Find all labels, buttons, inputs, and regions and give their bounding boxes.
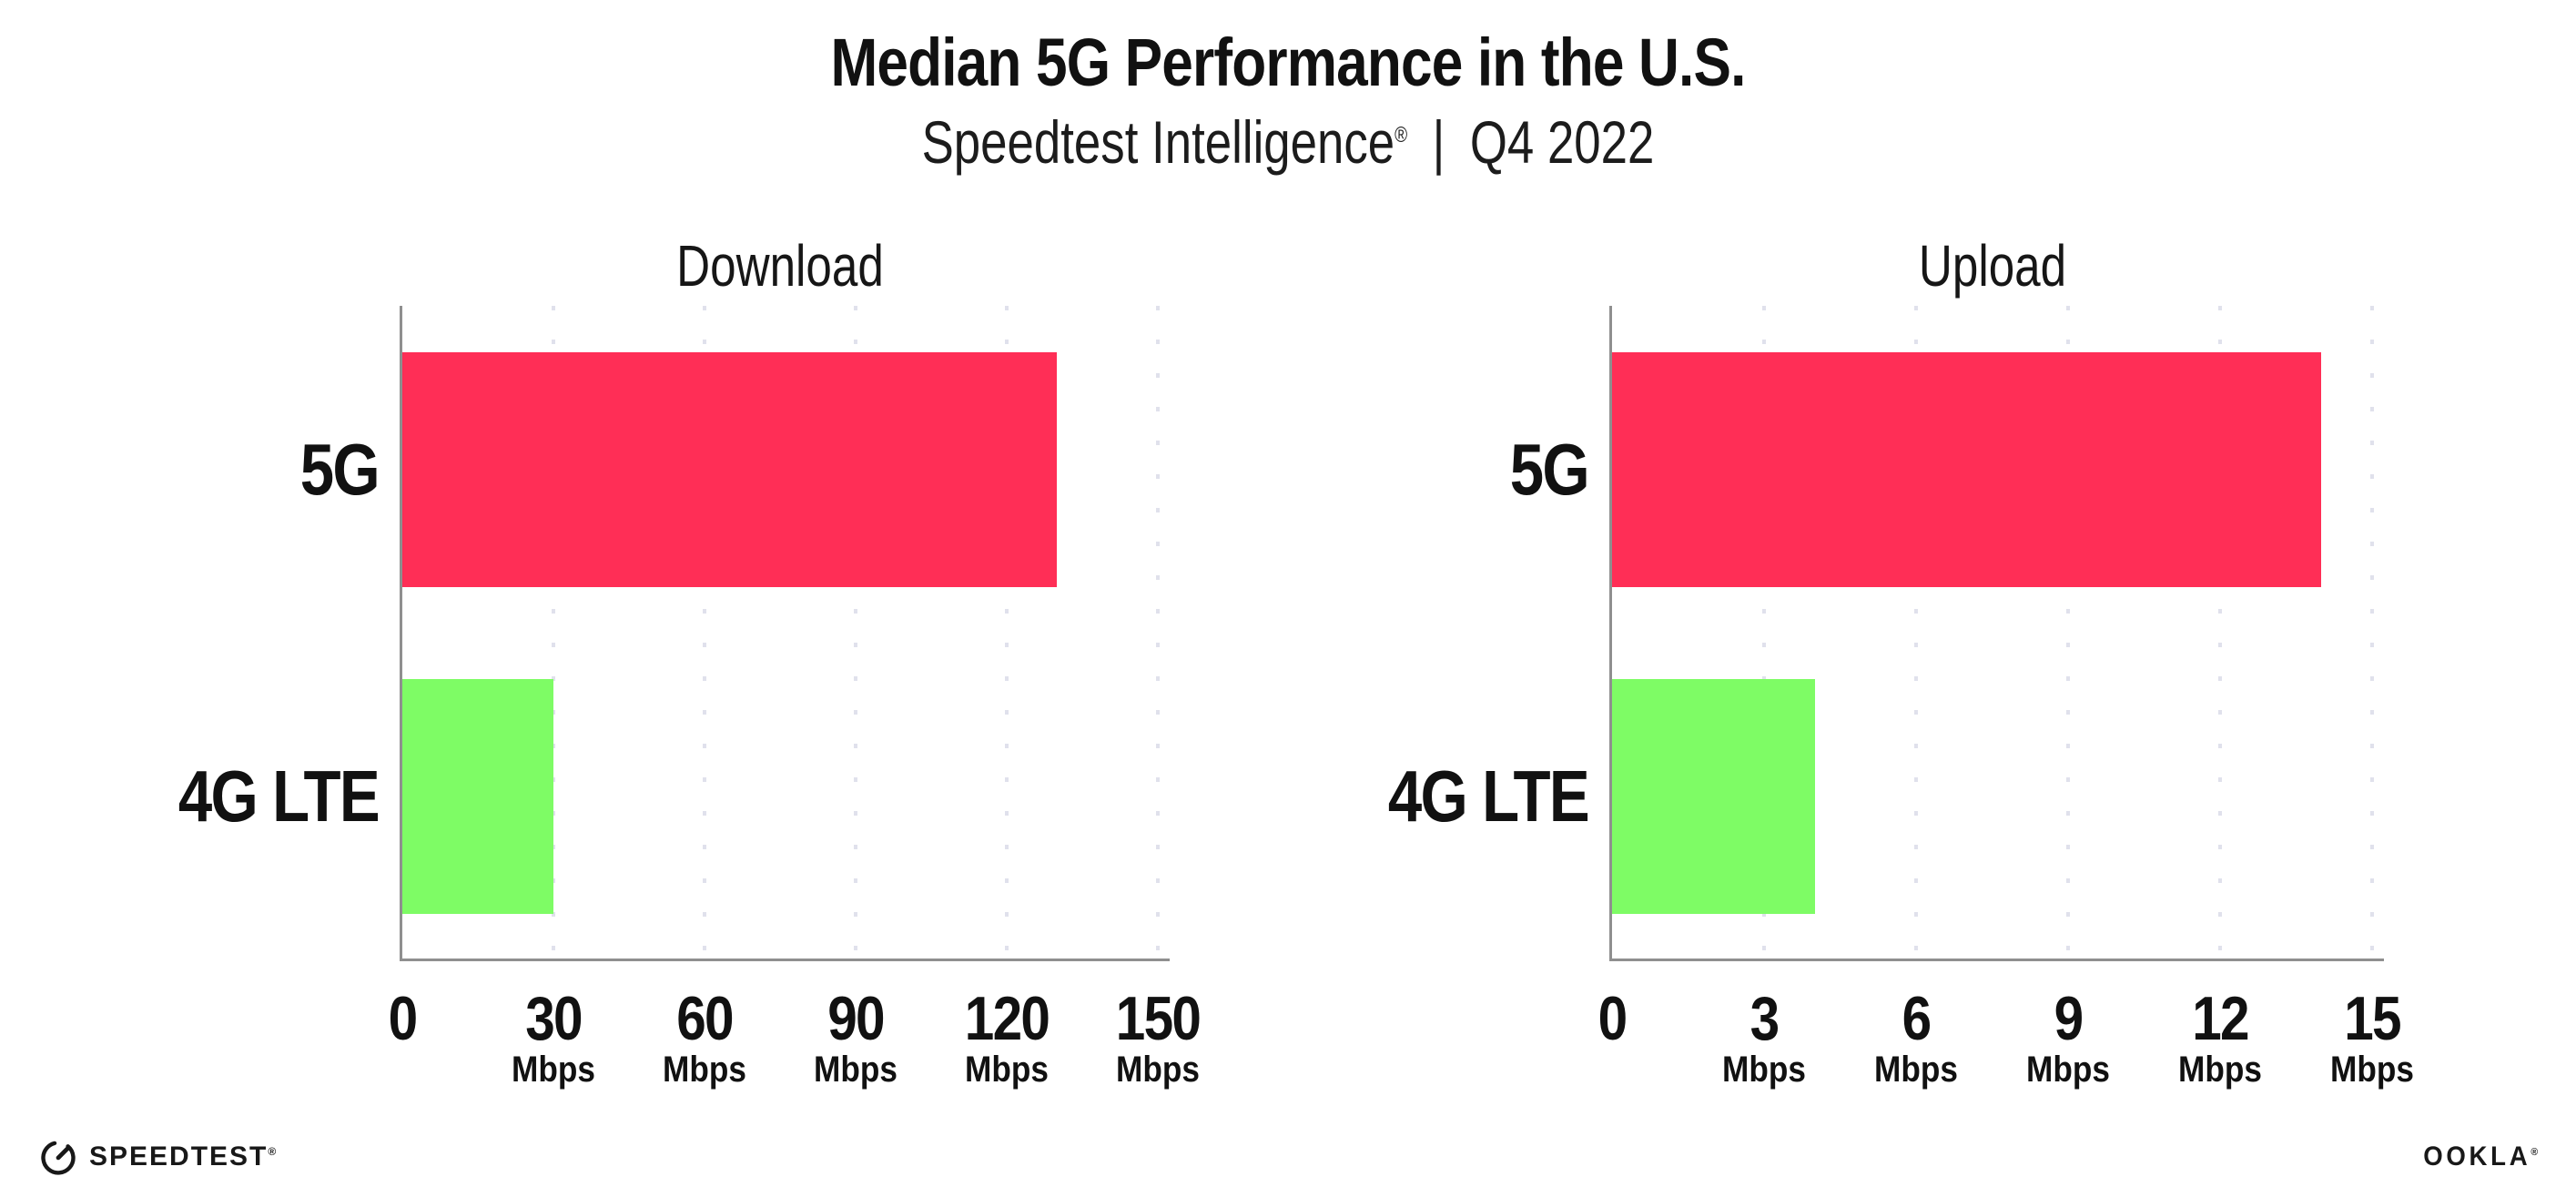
x-tick-unit: Mbps	[2330, 1050, 2414, 1090]
gridline	[1762, 306, 1766, 959]
gridline	[2218, 306, 2222, 959]
gridline	[703, 306, 706, 959]
x-tick-unit: Mbps	[814, 1050, 898, 1090]
category-label: 5G	[1509, 429, 1590, 510]
subtitle-separator: |	[1432, 108, 1445, 176]
category-label: 4G LTE	[177, 756, 380, 837]
x-tick-label: 9	[2054, 984, 2084, 1053]
x-tick-unit: Mbps	[512, 1050, 595, 1090]
x-tick-unit: Mbps	[1874, 1050, 1958, 1090]
x-tick-label: 90	[827, 984, 885, 1053]
bar-5g	[1612, 352, 2322, 587]
bar-4g-lte	[1612, 679, 1815, 914]
x-tick-unit: Mbps	[1722, 1050, 1806, 1090]
x-tick-label: 0	[388, 984, 419, 1053]
ookla-logo-text: OOKLA®	[2423, 1141, 2541, 1172]
x-tick-unit: Mbps	[663, 1050, 746, 1090]
x-tick-label: 15	[2344, 984, 2401, 1053]
y-axis	[1609, 306, 1612, 961]
x-tick-label: 3	[1749, 984, 1780, 1053]
x-tick-unit: Mbps	[2026, 1050, 2110, 1090]
chart-title: Upload	[1918, 233, 2066, 299]
y-axis	[400, 306, 402, 961]
x-tick-label: 150	[1115, 984, 1202, 1053]
gridline	[854, 306, 857, 959]
speedtest-logo-text: SPEEDTEST®	[89, 1141, 279, 1172]
gridline	[1914, 306, 1918, 959]
speedtest-gauge-icon	[38, 1137, 78, 1177]
speedtest-logo: SPEEDTEST®	[38, 1136, 278, 1178]
x-tick-unit: Mbps	[1116, 1050, 1200, 1090]
page-title: Median 5G Performance in the U.S.	[830, 25, 1746, 100]
x-tick-label: 120	[964, 984, 1050, 1053]
gridline	[1005, 306, 1009, 959]
x-tick-unit: Mbps	[2178, 1050, 2262, 1090]
gridline	[552, 306, 555, 959]
category-label: 5G	[299, 429, 380, 510]
ookla-logo: OOKLA®	[2413, 1138, 2541, 1176]
gridline	[2066, 306, 2070, 959]
category-label: 4G LTE	[1387, 756, 1590, 837]
gridline	[1156, 306, 1160, 959]
gridline	[2370, 306, 2374, 959]
x-axis	[400, 959, 1170, 961]
x-tick-label: 12	[2192, 984, 2249, 1053]
registered-mark: ®	[1394, 123, 1408, 147]
bar-5g	[402, 352, 1058, 587]
bar-4g-lte	[402, 679, 553, 914]
x-axis	[1609, 959, 2384, 961]
x-tick-label: 30	[525, 984, 583, 1053]
chart-title: Download	[676, 233, 884, 299]
subtitle-brand: Speedtest Intelligence	[921, 108, 1395, 176]
x-tick-label: 0	[1597, 984, 1628, 1053]
x-tick-label: 60	[676, 984, 734, 1053]
x-tick-label: 6	[1902, 984, 1932, 1053]
page-subtitle: Speedtest Intelligence® | Q4 2022	[258, 107, 2318, 177]
subtitle-period: Q4 2022	[1469, 108, 1655, 176]
x-tick-unit: Mbps	[965, 1050, 1049, 1090]
